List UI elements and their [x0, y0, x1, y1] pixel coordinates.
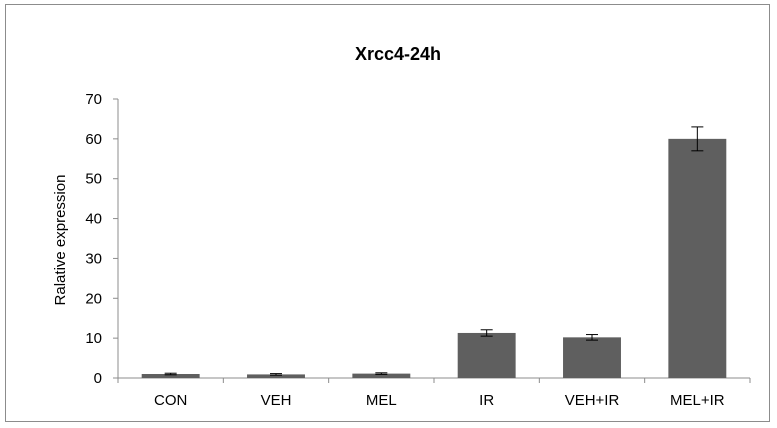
x-tick-label: MEL+IR [670, 392, 725, 409]
error-bar [270, 374, 282, 376]
bars [142, 139, 727, 378]
axes [113, 99, 750, 383]
y-tick-label: 70 [85, 91, 102, 108]
y-tick-label: 0 [94, 370, 102, 387]
y-tick-label: 50 [85, 171, 102, 188]
x-tick-label: CON [154, 392, 187, 409]
y-tick-label: 60 [85, 131, 102, 148]
x-tick-label: IR [479, 392, 494, 409]
chart-title: Xrcc4-24h [355, 44, 441, 64]
bar-veh-ir [563, 337, 621, 378]
x-tick-labels: CON VEH MEL IR VEH+IR MEL+IR [154, 392, 725, 409]
error-bars [165, 127, 704, 375]
y-tick-label: 20 [85, 290, 102, 307]
x-tick-label: MEL [366, 392, 397, 409]
y-tick-label: 30 [85, 250, 102, 267]
bar-mel-ir [668, 139, 726, 378]
x-tick-label: VEH+IR [565, 392, 620, 409]
y-tick-label: 40 [85, 211, 102, 228]
y-tick-labels: 0 10 20 30 40 50 60 70 [85, 91, 102, 387]
bar-ir [458, 333, 516, 378]
y-axis-title: Ralative expression [52, 175, 69, 306]
y-tick-label: 10 [85, 330, 102, 347]
x-tick-label: VEH [261, 392, 292, 409]
